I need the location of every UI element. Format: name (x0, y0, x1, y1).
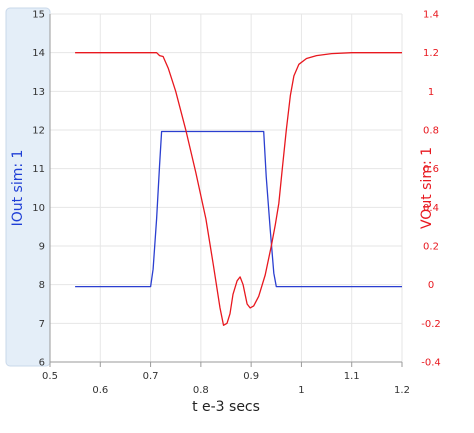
x-tick-label: 1.2 (394, 385, 410, 396)
y-tick-label-right: 0.4 (423, 203, 439, 214)
y-tick-label-left: 6 (39, 358, 45, 369)
x-tick-label: 1 (298, 385, 304, 396)
y-tick-label-left: 15 (32, 10, 45, 21)
y-tick-label-right: 1.4 (423, 10, 439, 21)
y-tick-label-left: 12 (32, 126, 45, 137)
series-line-vout (75, 52, 402, 326)
y-tick-label-right: 0.2 (423, 242, 439, 253)
y-tick-label-left: 10 (32, 203, 45, 214)
x-tick-label: 0.6 (92, 385, 108, 396)
y-tick-label-right: -0.2 (421, 319, 441, 330)
y-tick-label-left: 8 (39, 280, 45, 291)
x-tick-label: 1.1 (344, 371, 360, 382)
y-tick-label-right: 0 (428, 280, 434, 291)
y-axis-label-left: IOut sim: 1 (10, 150, 26, 227)
y-axis-label-right: VOut sim: 1 (419, 147, 435, 229)
series-group (75, 52, 402, 326)
y-tick-label-left: 9 (39, 242, 45, 253)
x-tick-label: 0.9 (243, 371, 259, 382)
x-ticks: 0.5 0.7 0.9 1.1 0.6 0.8 1 1.2 (42, 362, 410, 396)
y-tick-label-right: 1 (428, 87, 434, 98)
x-tick-label: 0.7 (143, 371, 159, 382)
y-tick-label-right: 0.8 (423, 126, 439, 137)
y-tick-label-left: 7 (39, 319, 45, 330)
y-ticks-right: -0.4 -0.2 0 0.2 0.4 0.6 0.8 1 1.2 1.4 (421, 10, 441, 369)
x-axis-label: t e-3 secs (192, 399, 260, 415)
y-ticks-left: 6 7 8 9 10 11 12 13 14 15 (32, 10, 45, 369)
plot-area (50, 14, 402, 362)
y-tick-label-right: 1.2 (423, 48, 439, 59)
y-tick-label-left: 11 (32, 164, 45, 175)
y-tick-label-left: 13 (32, 87, 45, 98)
y-tick-label-left: 14 (32, 48, 45, 59)
x-tick-label: 0.5 (42, 371, 58, 382)
y-tick-label-right: -0.4 (421, 358, 441, 369)
x-tick-label: 0.8 (193, 385, 209, 396)
y-tick-label-right: 0.6 (423, 164, 439, 175)
series-line-iout (75, 130, 402, 288)
